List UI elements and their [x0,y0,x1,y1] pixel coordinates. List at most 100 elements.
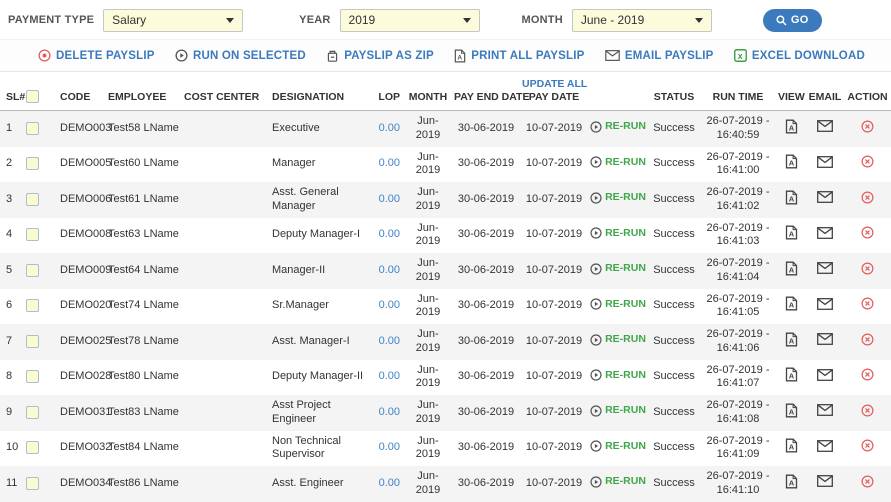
delete-circle-icon [861,297,874,310]
row-lop-link[interactable]: 0.00 [378,263,400,276]
row-pay-date: 10-07-2019 [525,476,583,489]
rerun-button[interactable]: RE-RUN [590,404,646,417]
row-employee: Test60 LName [108,157,179,170]
delete-row-button[interactable] [861,262,874,275]
table-body: 1 DEMO003 Test58 LName Executive 0.00 Ju… [0,110,891,502]
email-row-button[interactable] [817,262,833,275]
email-row-button[interactable] [817,404,833,417]
row-lop-link[interactable]: 0.00 [378,228,400,241]
delete-row-button[interactable] [861,226,874,239]
view-pdf-button[interactable]: A [785,474,798,489]
view-pdf-button[interactable]: A [785,296,798,311]
view-pdf-button[interactable]: A [785,225,798,240]
row-lop-link[interactable]: 0.00 [378,405,400,418]
delete-row-button[interactable] [861,155,874,168]
view-pdf-button[interactable]: A [785,403,798,418]
delete-row-button[interactable] [861,404,874,417]
row-run-time: 26-07-2019 - 16:40:59 [706,115,770,141]
row-checkbox[interactable] [26,476,39,490]
row-lop-link[interactable]: 0.00 [378,334,400,347]
delete-row-button[interactable] [861,439,874,452]
delete-row-button[interactable] [861,333,874,346]
row-lop-link[interactable]: 0.00 [378,441,400,454]
email-row-button[interactable] [817,368,833,381]
row-checkbox[interactable] [26,228,39,242]
pdf-file-icon: A [785,190,797,205]
rerun-button[interactable]: RE-RUN [590,156,646,169]
row-checkbox[interactable] [26,441,39,455]
row-checkbox[interactable] [26,299,39,313]
view-pdf-button[interactable]: A [785,190,798,205]
select-all-checkbox[interactable] [26,90,39,103]
row-code: DEMO008 [60,228,112,241]
run-on-selected-button[interactable]: RUN ON SELECTED [175,49,306,62]
payslip-as-zip-button[interactable]: PAYSLIP AS ZIP [326,49,434,63]
row-designation: Deputy Manager-II [272,370,364,383]
view-pdf-button[interactable]: A [785,438,798,453]
year-select[interactable]: 2019 [339,8,480,32]
row-lop-link[interactable]: 0.00 [378,192,400,205]
row-checkbox[interactable] [26,121,39,135]
row-checkbox[interactable] [26,157,39,171]
month-select[interactable]: June - 2019 [571,8,712,32]
row-lop-link[interactable]: 0.00 [378,157,400,170]
rerun-button[interactable]: RE-RUN [590,120,646,133]
delete-payslip-button[interactable]: DELETE PAYSLIP [38,49,155,62]
email-row-button[interactable] [817,120,833,133]
email-row-button[interactable] [817,439,833,452]
email-payslip-button[interactable]: EMAIL PAYSLIP [605,50,714,62]
row-lop-link[interactable]: 0.00 [378,476,400,489]
view-pdf-button[interactable]: A [785,154,798,169]
excel-download-button[interactable]: x EXCEL DOWNLOAD [733,49,865,62]
row-cost-center [182,395,270,431]
rerun-button[interactable]: RE-RUN [590,262,646,275]
update-all-link[interactable]: UPDATE ALL [522,78,588,90]
delete-row-button[interactable] [861,368,874,381]
row-checkbox[interactable] [26,370,39,384]
row-run-time: 26-07-2019 - 16:41:08 [706,399,770,425]
delete-row-button[interactable] [861,191,874,204]
rerun-button[interactable]: RE-RUN [590,333,646,346]
row-checkbox[interactable] [26,263,39,277]
payment-type-select[interactable]: Salary [103,8,244,32]
email-row-button[interactable] [817,297,833,310]
play-circle-icon [590,440,602,452]
row-status: Success [653,441,695,454]
email-row-button[interactable] [817,475,833,488]
rerun-button[interactable]: RE-RUN [590,369,646,382]
view-pdf-button[interactable]: A [785,261,798,276]
go-button[interactable]: GO [762,8,822,32]
play-circle-icon [175,49,188,62]
row-checkbox[interactable] [26,192,39,206]
email-row-button[interactable] [817,191,833,204]
rerun-button[interactable]: RE-RUN [590,191,646,204]
row-checkbox[interactable] [26,334,39,348]
rerun-button[interactable]: RE-RUN [590,227,646,240]
row-sl: 11 [6,476,18,489]
row-pay-date: 10-07-2019 [525,121,583,134]
delete-row-button[interactable] [861,475,874,488]
rerun-button[interactable]: RE-RUN [590,475,646,488]
delete-row-button[interactable] [861,297,874,310]
row-employee: Test78 LName [108,334,179,347]
rerun-button[interactable]: RE-RUN [590,298,646,311]
header-month: MONTH [404,72,452,111]
rerun-button[interactable]: RE-RUN [590,440,646,453]
view-pdf-button[interactable]: A [785,119,798,134]
row-lop-link[interactable]: 0.00 [378,370,400,383]
play-circle-icon [590,405,602,417]
delete-row-button[interactable] [861,120,874,133]
row-lop-link[interactable]: 0.00 [378,299,400,312]
toolbar: DELETE PAYSLIP RUN ON SELECTED PAYSLIP A… [0,39,891,72]
view-pdf-button[interactable]: A [785,367,798,382]
email-row-button[interactable] [817,155,833,168]
email-row-button[interactable] [817,226,833,239]
view-pdf-button[interactable]: A [785,332,798,347]
envelope-icon [817,120,833,133]
email-row-button[interactable] [817,333,833,346]
print-all-payslip-button[interactable]: A PRINT ALL PAYSLIP [454,49,584,63]
play-circle-icon [590,263,602,275]
row-checkbox[interactable] [26,405,39,419]
row-lop-link[interactable]: 0.00 [378,121,400,134]
row-pay-date: 10-07-2019 [525,334,583,347]
